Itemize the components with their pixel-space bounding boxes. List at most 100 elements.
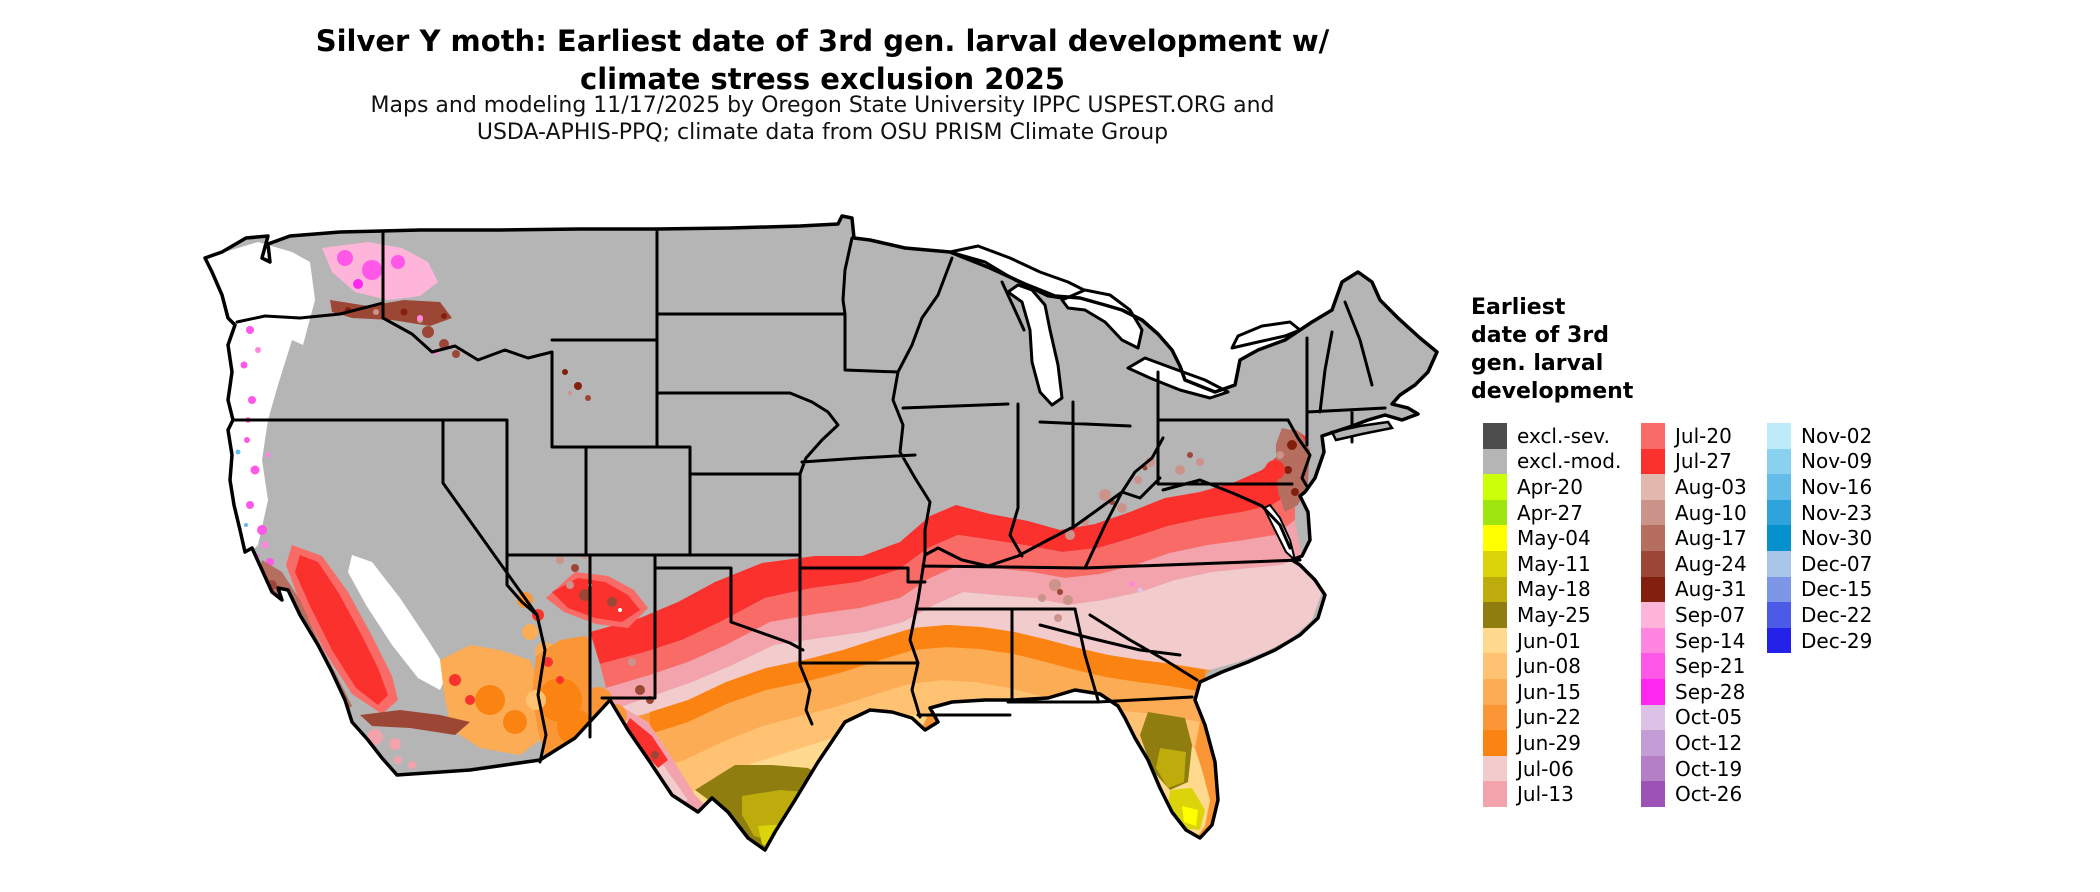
legend-label: Aug-10 <box>1675 500 1747 525</box>
legend-entry: Dec-29 <box>1767 627 1873 654</box>
legend-label: Jul-20 <box>1675 423 1732 448</box>
legend-label: Aug-24 <box>1675 551 1747 576</box>
legend-entry: Nov-30 <box>1767 525 1872 551</box>
legend-swatch <box>1641 576 1665 603</box>
legend-label: Aug-03 <box>1675 474 1747 499</box>
legend-swatch <box>1767 550 1791 577</box>
map-subtitle: Maps and modeling 11/17/2025 by Oregon S… <box>0 92 1645 146</box>
legend-swatch <box>1483 730 1507 756</box>
legend-label: excl.-mod. <box>1517 449 1622 474</box>
legend-entry: Aug-24 <box>1641 550 1747 577</box>
legend-swatch <box>1641 627 1665 654</box>
legend-title: Earliest date of 3rd gen. larval develop… <box>1471 295 1634 404</box>
legend-entry: Dec-22 <box>1767 602 1872 628</box>
legend-label: excl.-sev. <box>1517 423 1610 448</box>
legend-entry: Jun-22 <box>1483 704 1621 731</box>
legend-label: Dec-29 <box>1801 628 1873 653</box>
legend-entry: Nov-23 <box>1767 499 1872 526</box>
legend-entry: Dec-15 <box>1767 576 1873 603</box>
legend-entry: Jun-29 <box>1483 730 1621 756</box>
legend-label: Apr-27 <box>1517 500 1583 525</box>
legend-entry: Apr-27 <box>1483 499 1621 526</box>
legend-column-1: excl.-sev. excl.-mod. Apr-20 Apr-27 May-04 Ma… <box>1483 423 1621 807</box>
legend-label: Oct-26 <box>1675 782 1743 807</box>
legend-label: Nov-02 <box>1801 423 1873 448</box>
legend-swatch <box>1767 474 1791 500</box>
state-borders <box>231 230 1387 764</box>
legend-label: Sep-21 <box>1675 654 1746 679</box>
legend-column-3: Nov-02 Nov-09 Nov-16 Nov-23 Nov-30 Dec-07 Dec-… <box>1767 423 1873 654</box>
legend-entry: Aug-03 <box>1641 474 1747 500</box>
legend-entry: Aug-10 <box>1641 499 1747 526</box>
legend-label: Jun-08 <box>1517 654 1581 679</box>
legend-swatch <box>1641 704 1665 731</box>
legend-label: Jun-15 <box>1517 679 1581 704</box>
lake-ontario <box>1230 320 1302 350</box>
legend-entry: Jul-13 <box>1483 781 1621 807</box>
legend-label: Oct-12 <box>1675 730 1743 755</box>
legend-label: Jun-29 <box>1517 730 1581 755</box>
legend-swatch <box>1641 755 1665 782</box>
legend-label: May-18 <box>1517 577 1591 602</box>
legend-label: Apr-20 <box>1517 474 1583 499</box>
legend-swatch <box>1483 678 1507 705</box>
legend-label: Nov-30 <box>1801 526 1873 551</box>
us-outline <box>203 214 1439 852</box>
legend-swatch <box>1641 653 1665 679</box>
legend-label: Oct-05 <box>1675 705 1743 730</box>
legend-entry: Aug-17 <box>1641 525 1747 551</box>
legend-swatch <box>1483 627 1507 654</box>
legend-swatch <box>1483 474 1507 500</box>
legend-entry: Dec-07 <box>1767 550 1873 577</box>
lake-michigan <box>1006 283 1064 407</box>
legend-column-2: Jul-20 Jul-27 Aug-03 Aug-10 Aug-17 Aug-24 Aug-… <box>1641 423 1747 807</box>
legend-label: Nov-09 <box>1801 449 1873 474</box>
legend-swatch <box>1767 602 1791 628</box>
legend-entry: excl.-sev. <box>1483 423 1621 449</box>
legend-entry: Jul-20 <box>1641 423 1747 449</box>
legend-swatch <box>1483 423 1507 449</box>
legend-entry: Oct-12 <box>1641 730 1747 756</box>
legend-swatch <box>1767 423 1791 449</box>
legend-entry: Jun-01 <box>1483 627 1621 654</box>
legend-label: Dec-07 <box>1801 551 1873 576</box>
legend-entry: Jun-15 <box>1483 678 1621 705</box>
legend-label: Jun-22 <box>1517 705 1581 730</box>
legend-entry: Nov-09 <box>1767 448 1873 475</box>
legend-swatch <box>1483 576 1507 603</box>
legend-label: Jul-27 <box>1675 449 1732 474</box>
map-title: Silver Y moth: Earliest date of 3rd gen.… <box>0 22 1645 98</box>
legend-swatch <box>1483 499 1507 526</box>
legend-swatch <box>1483 653 1507 679</box>
legend-label: Dec-15 <box>1801 577 1873 602</box>
legend-entry: Nov-16 <box>1767 474 1872 500</box>
legend-swatch <box>1483 704 1507 731</box>
legend-entry: Jun-08 <box>1483 653 1621 679</box>
legend-label: Dec-22 <box>1801 602 1873 627</box>
legend-label: Sep-28 <box>1675 679 1746 704</box>
legend-label: Aug-31 <box>1675 577 1747 602</box>
legend-swatch <box>1641 474 1665 500</box>
legend-swatch <box>1767 448 1791 475</box>
legend-entry: Oct-05 <box>1641 704 1747 731</box>
legend-swatch <box>1483 550 1507 577</box>
legend-entry: Nov-02 <box>1767 423 1872 449</box>
legend-entry: Aug-31 <box>1641 576 1747 603</box>
map-subtitle-line2: USDA-APHIS-PPQ; climate data from OSU PR… <box>476 120 1169 145</box>
legend-label: May-25 <box>1517 602 1591 627</box>
legend-swatch <box>1641 499 1665 526</box>
legend-entry: Sep-07 <box>1641 602 1747 628</box>
map-title-line1: Silver Y moth: Earliest date of 3rd gen.… <box>315 24 1330 58</box>
legend-label: Oct-19 <box>1675 756 1743 781</box>
legend-label: May-04 <box>1517 526 1591 551</box>
legend-entry: Jul-06 <box>1483 755 1621 782</box>
legend-entry: Sep-28 <box>1641 678 1747 705</box>
legend-swatch <box>1767 627 1791 654</box>
legend-label: Sep-14 <box>1675 628 1746 653</box>
legend-swatch <box>1483 525 1507 551</box>
legend-entry: Oct-19 <box>1641 755 1747 782</box>
lake-huron <box>1060 288 1144 350</box>
legend-swatch <box>1483 781 1507 807</box>
